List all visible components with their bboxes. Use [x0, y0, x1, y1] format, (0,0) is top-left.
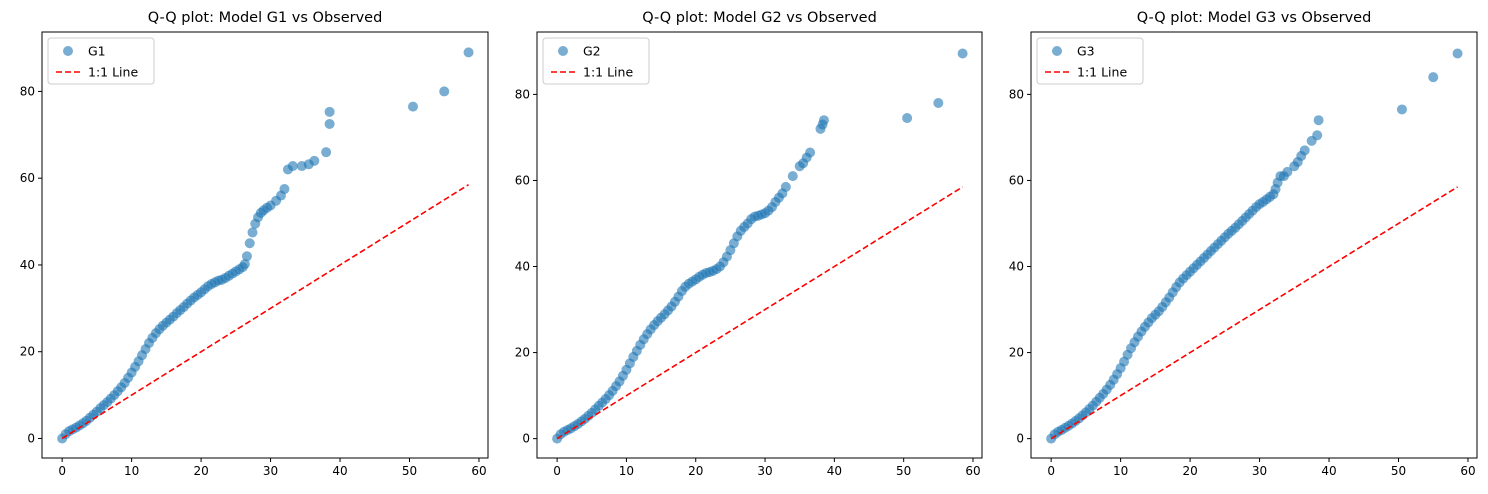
axes-frame: [536, 31, 983, 459]
legend-marker-icon: [63, 46, 73, 56]
y-tick-label: 20: [20, 345, 35, 359]
data-point: [324, 106, 335, 117]
x-tick-label: 60: [965, 464, 980, 478]
x-tick-label: 50: [402, 464, 417, 478]
data-point: [309, 155, 320, 166]
y-tick-label: 80: [515, 87, 530, 101]
legend-marker-icon: [558, 46, 568, 56]
x-tick-label: 40: [332, 464, 347, 478]
x-tick-label: 50: [1391, 464, 1406, 478]
x-tick-label: 30: [1252, 464, 1267, 478]
data-point: [1396, 104, 1407, 115]
x-tick-label: 30: [757, 464, 772, 478]
chart-panel-1: Q-Q plot: Model G1 vs Observed 0 10 20 30 40 5…: [20, 10, 489, 478]
data-point: [1282, 166, 1293, 177]
legend: G2 1:1 Line: [542, 37, 650, 85]
data-point: [439, 86, 450, 97]
data-point: [407, 101, 418, 112]
data-point: [780, 181, 791, 192]
y-tick-label: 0: [1016, 432, 1024, 446]
legend: G3 1:1 Line: [1036, 37, 1144, 85]
x-tick-label: 0: [553, 464, 561, 478]
legend-label: 1:1 Line: [88, 65, 138, 80]
data-point: [279, 184, 290, 195]
x-tick-label: 20: [193, 464, 208, 478]
data-point: [1313, 115, 1324, 126]
data-point: [324, 118, 335, 129]
y-tick-label: 80: [1009, 87, 1024, 101]
data-point: [805, 147, 816, 158]
y-tick-label: 40: [20, 258, 35, 272]
legend-label: G3: [1077, 44, 1095, 59]
data-point: [902, 113, 913, 124]
series-G1-points: [57, 47, 474, 444]
chart-panel-3: Q-Q plot: Model G3 vs Observed 0 10 20 30 40 5…: [1009, 10, 1478, 478]
x-tick-label: 10: [124, 464, 139, 478]
y-tick-label: 0: [27, 431, 35, 445]
legend-label: G1: [88, 44, 106, 59]
y-tick-label: 20: [1009, 346, 1024, 360]
y-tick-label: 80: [20, 84, 35, 98]
x-tick-label: 40: [827, 464, 842, 478]
data-point: [933, 98, 944, 108]
x-tick-label: 0: [1047, 464, 1055, 478]
x-tick-label: 60: [1460, 464, 1475, 478]
reference-line: [556, 186, 964, 440]
y-tick-label: 40: [1009, 260, 1024, 274]
y-tick-label: 60: [20, 171, 35, 185]
reference-line: [61, 184, 469, 440]
x-tick-label: 10: [1113, 464, 1128, 478]
data-point: [1428, 72, 1439, 83]
x-tick-label: 50: [896, 464, 911, 478]
x-tick-label: 30: [263, 464, 278, 478]
series-G3-points: [1046, 48, 1463, 444]
chart-panel-2: Q-Q plot: Model G2 vs Observed 0 10 20 30 40 5…: [515, 10, 983, 478]
plot-area: [57, 47, 474, 444]
x-tick-label: 60: [471, 464, 486, 478]
chart-title: Q-Q plot: Model G1 vs Observed: [148, 10, 383, 26]
data-point: [244, 238, 255, 249]
legend-label: 1:1 Line: [583, 65, 633, 80]
data-point: [1452, 48, 1463, 59]
reference-line: [1050, 186, 1458, 440]
x-tick-label: 0: [58, 464, 66, 478]
chart-title: Q-Q plot: Model G3 vs Observed: [1137, 10, 1372, 26]
data-point: [1299, 145, 1310, 156]
y-tick-label: 60: [515, 173, 530, 187]
series-G2-points: [552, 48, 968, 444]
y-tick-label: 40: [515, 260, 530, 274]
x-tick-label: 20: [1182, 464, 1197, 478]
legend-label: 1:1 Line: [1077, 65, 1127, 80]
data-point: [1312, 130, 1323, 141]
plot-area: [552, 48, 968, 444]
data-point: [957, 48, 968, 59]
axes-frame: [41, 31, 489, 459]
data-point: [463, 47, 474, 58]
data-point: [787, 171, 798, 182]
x-tick-label: 40: [1321, 464, 1336, 478]
legend-marker-icon: [1052, 46, 1062, 56]
data-point: [239, 259, 250, 270]
plot-area: [1046, 48, 1463, 444]
legend: G1 1:1 Line: [47, 37, 155, 85]
data-point: [321, 147, 332, 158]
data-point: [247, 227, 258, 238]
axes-frame: [1030, 31, 1478, 459]
chart-title: Q-Q plot: Model G2 vs Observed: [642, 10, 877, 26]
y-tick-label: 60: [1009, 173, 1024, 187]
data-point: [241, 251, 252, 262]
data-point: [818, 115, 829, 126]
legend-label: G2: [583, 44, 601, 59]
x-tick-label: 10: [619, 464, 634, 478]
data-point: [287, 161, 298, 172]
y-tick-label: 20: [515, 346, 530, 360]
y-tick-label: 0: [522, 432, 530, 446]
x-tick-label: 20: [688, 464, 703, 478]
